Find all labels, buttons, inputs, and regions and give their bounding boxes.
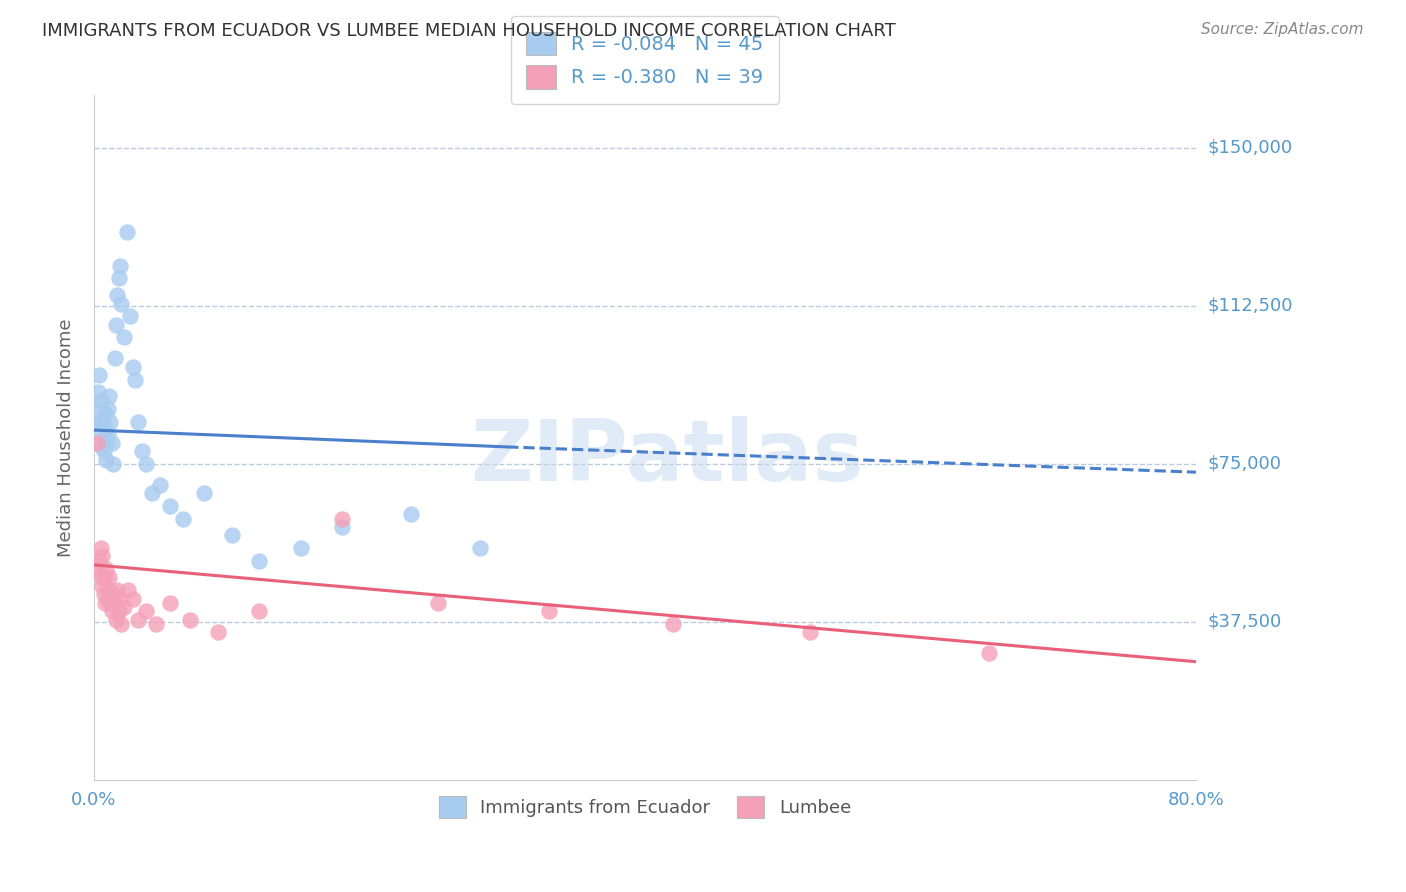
Point [96, 435, 118, 450]
Point [107, 604, 129, 618]
Point [96, 452, 118, 467]
Point [979, 646, 1001, 660]
Point [91, 415, 114, 429]
Point [290, 541, 312, 555]
Point [94, 596, 117, 610]
Point [101, 435, 124, 450]
Point [247, 554, 270, 568]
Point [118, 310, 141, 324]
Point [103, 587, 125, 601]
Point [91, 549, 114, 564]
Point [91, 579, 114, 593]
Text: ZIPatlas: ZIPatlas [470, 417, 863, 500]
Point [107, 271, 129, 285]
Legend: Immigrants from Ecuador, Lumbee: Immigrants from Ecuador, Lumbee [425, 781, 866, 832]
Point [94, 570, 117, 584]
Point [97, 583, 120, 598]
Point [468, 541, 491, 555]
Point [127, 415, 149, 429]
Text: $150,000: $150,000 [1208, 139, 1292, 157]
Point [104, 613, 127, 627]
Point [110, 297, 132, 311]
Point [96, 562, 118, 576]
Point [247, 604, 270, 618]
Point [94, 406, 117, 420]
Point [799, 625, 821, 640]
Point [131, 444, 153, 458]
Point [100, 415, 122, 429]
Point [86, 435, 108, 450]
Point [207, 625, 229, 640]
Point [105, 288, 128, 302]
Point [112, 599, 135, 614]
Point [90, 393, 112, 408]
Point [537, 604, 560, 618]
Point [87, 385, 110, 400]
Point [98, 570, 121, 584]
Y-axis label: Median Household Income: Median Household Income [58, 318, 75, 557]
Point [87, 562, 110, 576]
Point [127, 613, 149, 627]
Point [193, 486, 215, 500]
Point [98, 389, 121, 403]
Point [141, 486, 163, 500]
Point [104, 351, 127, 366]
Point [103, 457, 125, 471]
Point [93, 587, 115, 601]
Point [104, 318, 127, 332]
Point [90, 570, 112, 584]
Point [110, 616, 132, 631]
Point [172, 511, 194, 525]
Point [89, 402, 111, 417]
Point [91, 440, 114, 454]
Point [108, 591, 131, 606]
Point [108, 259, 131, 273]
Point [90, 427, 112, 442]
Point [90, 541, 112, 555]
Point [135, 604, 157, 618]
Point [121, 359, 143, 374]
Point [97, 427, 120, 442]
Point [124, 372, 146, 386]
Point [221, 528, 243, 542]
Point [117, 583, 139, 598]
Point [100, 596, 122, 610]
Point [105, 583, 128, 598]
Text: Source: ZipAtlas.com: Source: ZipAtlas.com [1201, 22, 1364, 37]
Text: IMMIGRANTS FROM ECUADOR VS LUMBEE MEDIAN HOUSEHOLD INCOME CORRELATION CHART: IMMIGRANTS FROM ECUADOR VS LUMBEE MEDIAN… [42, 22, 896, 40]
Point [97, 591, 120, 606]
Point [179, 613, 201, 627]
Point [121, 591, 143, 606]
Point [145, 616, 167, 631]
Point [427, 596, 450, 610]
Point [661, 616, 683, 631]
Point [97, 402, 120, 417]
Point [94, 423, 117, 437]
Point [89, 368, 111, 383]
Point [112, 330, 135, 344]
Point [93, 418, 115, 433]
Point [149, 478, 172, 492]
Point [159, 499, 181, 513]
Point [86, 415, 108, 429]
Point [159, 596, 181, 610]
Point [89, 554, 111, 568]
Text: $112,500: $112,500 [1208, 297, 1292, 315]
Point [330, 520, 353, 534]
Point [330, 511, 353, 525]
Point [399, 508, 422, 522]
Point [93, 444, 115, 458]
Point [104, 596, 127, 610]
Text: $75,000: $75,000 [1208, 455, 1281, 473]
Point [101, 604, 124, 618]
Point [115, 225, 138, 239]
Text: $37,500: $37,500 [1208, 613, 1281, 631]
Point [135, 457, 157, 471]
